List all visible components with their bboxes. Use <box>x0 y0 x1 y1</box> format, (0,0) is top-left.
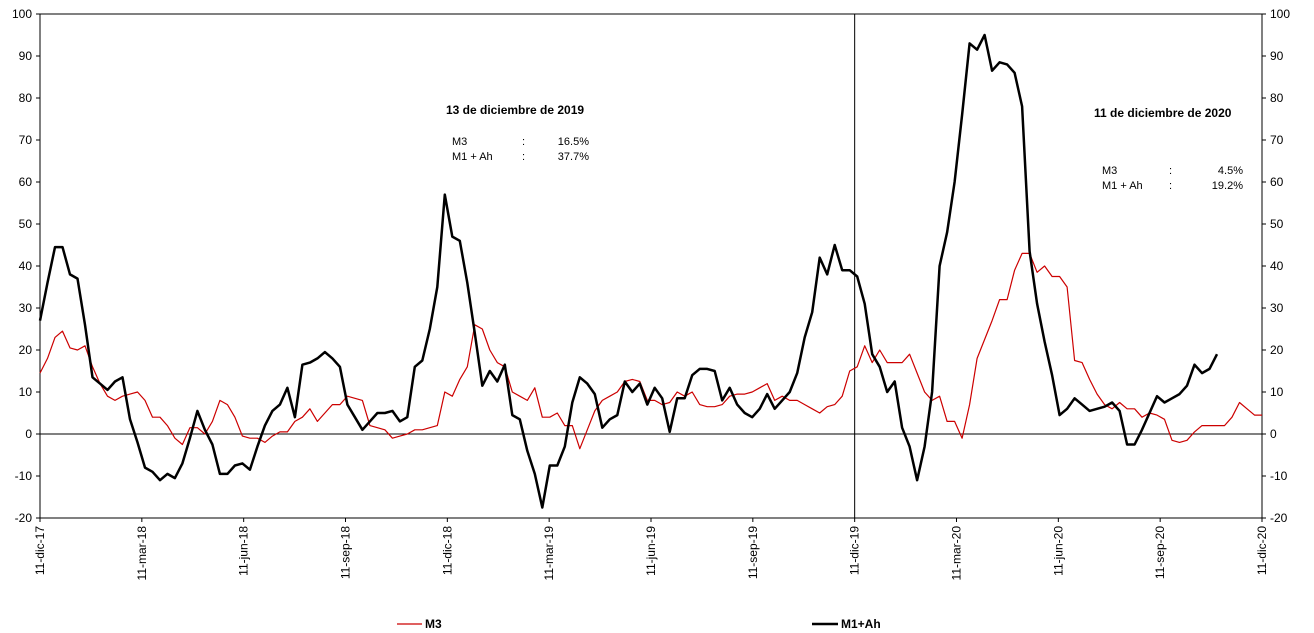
annotation-2020-m3-value: 4.5% <box>1218 165 1243 177</box>
left-y-tick-label: 70 <box>19 133 33 147</box>
x-tick-label: 11-jun-18 <box>237 526 251 576</box>
legend-m1ah-label: M1+Ah <box>841 617 881 631</box>
x-tick-label: 11-jun-20 <box>1051 526 1065 576</box>
x-tick-label: 11-mar-18 <box>135 526 149 581</box>
left-y-tick-label: 0 <box>25 427 32 441</box>
left-y-tick-label: 60 <box>19 175 33 189</box>
series-layer <box>38 33 1262 509</box>
left-y-tick-label: 20 <box>19 343 33 357</box>
x-tick-label: 11-dic-18 <box>440 526 454 575</box>
annotation-2020-m3-sep: : <box>1169 165 1172 177</box>
right-y-tick-label: 30 <box>1270 301 1284 315</box>
legend: M3 M1+Ah <box>397 617 881 631</box>
right-y-tick-label: 50 <box>1270 217 1284 231</box>
right-y-tick-label: 70 <box>1270 133 1284 147</box>
annotation-2020-m1ah-label: M1 + Ah <box>1102 180 1143 192</box>
right-y-tick-label: 40 <box>1270 259 1284 273</box>
right-y-tick-label: 20 <box>1270 343 1284 357</box>
right-y-tick-label: 80 <box>1270 91 1284 105</box>
annotation-2019-m3-value: 16.5% <box>558 136 589 148</box>
annotation-2019-m3-label: M3 <box>452 136 467 148</box>
annotation-2020: 11 de diciembre de 2020 M3 : 4.5% M1 + A… <box>1094 106 1243 192</box>
plot-frame <box>39 13 1263 519</box>
left-y-tick-label: -20 <box>15 511 33 525</box>
x-tick-label: 11-dic-20 <box>1255 526 1269 575</box>
annotation-2019-m1ah-sep: : <box>522 151 525 163</box>
right-y-tick-label: 90 <box>1270 49 1284 63</box>
x-tick-label: 11-sep-18 <box>339 526 353 579</box>
annotation-2019: 13 de diciembre de 2019 M3 : 16.5% M1 + … <box>446 103 589 163</box>
left-y-tick-label: 80 <box>19 91 33 105</box>
left-y-tick-label: 50 <box>19 217 33 231</box>
x-tick-label: 11-mar-19 <box>542 526 556 581</box>
left-y-axis: -20 -10 0 10 20 30 40 50 60 70 80 90 100 <box>12 7 40 525</box>
left-y-tick-label: 30 <box>19 301 33 315</box>
right-y-tick-label: 10 <box>1270 385 1284 399</box>
left-y-tick-label: 100 <box>12 7 32 21</box>
right-y-tick-label: 100 <box>1270 7 1290 21</box>
left-y-tick-label: -10 <box>15 469 33 483</box>
right-y-tick-label: 60 <box>1270 175 1284 189</box>
x-tick-label: 11-dic-17 <box>33 526 47 575</box>
x-tick-label: 11-dic-19 <box>848 526 862 575</box>
series-line-m1-ah <box>38 33 1219 509</box>
annotation-2020-m1ah-value: 19.2% <box>1212 180 1243 192</box>
legend-m3-label: M3 <box>425 617 442 631</box>
annotation-2019-m3-sep: : <box>522 136 525 148</box>
x-axis: 11-dic-17 11-mar-18 11-jun-18 11-sep-18 11-d… <box>33 518 1269 580</box>
left-y-tick-label: 10 <box>19 385 33 399</box>
annotation-2019-title: 13 de diciembre de 2019 <box>446 103 584 117</box>
series-line-m3 <box>39 252 1262 450</box>
right-y-axis: -20 -10 0 10 20 30 40 50 60 70 80 90 100 <box>1262 7 1290 525</box>
right-y-tick-label: -20 <box>1270 511 1288 525</box>
annotation-2020-m3-label: M3 <box>1102 165 1117 177</box>
annotation-2020-title: 11 de diciembre de 2020 <box>1094 106 1232 120</box>
left-y-tick-label: 40 <box>19 259 33 273</box>
x-tick-label: 11-mar-20 <box>950 526 964 581</box>
right-y-tick-label: 0 <box>1270 427 1277 441</box>
annotation-2020-m1ah-sep: : <box>1169 180 1172 192</box>
annotation-2019-m1ah-label: M1 + Ah <box>452 151 493 163</box>
x-tick-label: 11-sep-20 <box>1153 526 1167 579</box>
x-tick-label: 11-sep-19 <box>746 526 760 579</box>
annotation-2019-m1ah-value: 37.7% <box>558 151 589 163</box>
left-y-tick-label: 90 <box>19 49 33 63</box>
x-tick-label: 11-jun-19 <box>644 526 658 576</box>
right-y-tick-label: -10 <box>1270 469 1288 483</box>
